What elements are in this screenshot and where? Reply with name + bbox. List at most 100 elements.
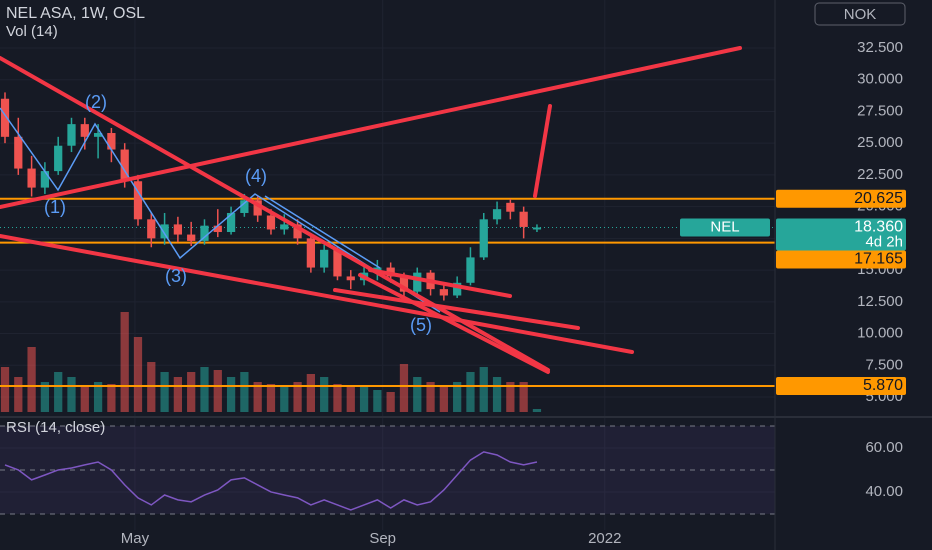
y-tick-label: 40.00 <box>865 483 903 500</box>
candle-body <box>54 145 63 172</box>
candle-body <box>479 219 488 258</box>
candle-body <box>107 133 116 150</box>
volume-title: Vol (14) <box>6 23 58 40</box>
chart-title: NEL ASA, 1W, OSL <box>6 5 145 22</box>
volume-bar <box>359 387 369 412</box>
candle-body <box>27 168 36 188</box>
level-label: 17.165 <box>854 251 903 268</box>
trend-line <box>368 268 512 298</box>
volume-bar <box>133 337 143 412</box>
candle-body <box>466 257 475 283</box>
wave-label: (1) <box>44 197 66 217</box>
wave-line <box>264 195 381 269</box>
level-label: 5.870 <box>863 377 903 394</box>
candle-body <box>133 181 143 220</box>
volume-bar <box>40 382 50 412</box>
wave-label: (5) <box>410 315 432 335</box>
drawings: (2) (1) (3) (4) (5) <box>0 46 742 374</box>
currency[interactable]: NOK <box>844 6 877 23</box>
candle-body <box>413 272 422 292</box>
volume-bar <box>426 382 435 412</box>
candle-body <box>399 276 409 292</box>
candle-body <box>253 200 262 216</box>
volume-bar <box>479 367 488 412</box>
candle-body <box>293 224 302 239</box>
candle-body <box>80 124 89 137</box>
last-price-box <box>776 218 906 251</box>
axis-layer: 5.0007.50010.00012.50015.00017.50020.000… <box>121 39 906 547</box>
volume-bar <box>54 372 63 412</box>
projection-line <box>533 104 552 198</box>
wave-path <box>0 107 441 313</box>
wave-label: (4) <box>245 166 267 186</box>
y-tick-label: 25.000 <box>857 134 903 151</box>
volume-bar <box>187 372 196 412</box>
volume-bar <box>373 390 382 412</box>
rsi-title: RSI (14, close) <box>6 419 105 436</box>
volume-bar <box>293 382 302 412</box>
volume-bar <box>266 384 276 412</box>
candle-body <box>439 289 448 296</box>
candle-body <box>532 227 542 230</box>
volume-bar <box>107 384 116 412</box>
candle-body <box>506 202 515 212</box>
volume-bar <box>413 377 422 412</box>
volume-bar <box>492 377 502 412</box>
symbol-label: NEL <box>710 218 739 235</box>
rsi-band <box>0 425 775 514</box>
y-tick-label: 32.500 <box>857 39 903 56</box>
candle-body <box>93 133 103 137</box>
candle-body <box>200 225 209 241</box>
candle-body <box>320 249 329 268</box>
volume-bar <box>93 382 103 412</box>
candle-body <box>333 249 342 277</box>
level-box <box>776 376 906 395</box>
candle-body <box>492 209 502 220</box>
volume-bar <box>532 409 542 412</box>
level-box <box>776 250 906 269</box>
grid <box>0 0 775 530</box>
volume-bar <box>466 372 475 412</box>
trend-line <box>358 273 550 374</box>
trend-line <box>0 46 742 209</box>
level-label: 20.625 <box>854 190 903 207</box>
candle-body <box>14 136 23 169</box>
last-price-label: 18.360 <box>854 219 903 236</box>
y-tick-label: 22.500 <box>857 166 903 183</box>
candle-body <box>160 224 169 239</box>
volume-bar <box>346 387 355 412</box>
currency-box[interactable] <box>814 2 906 26</box>
candle-body <box>266 215 276 230</box>
volume-bar <box>453 382 462 412</box>
y-tick-label: 7.500 <box>865 356 903 373</box>
wave-label: (2) <box>85 92 107 112</box>
volume-bar <box>27 347 36 412</box>
candle-body <box>67 124 76 146</box>
candle-body <box>306 238 315 268</box>
candle-body <box>187 234 196 241</box>
x-tick-label: 2022 <box>588 530 621 547</box>
candle-body <box>120 149 129 182</box>
volume-bar <box>506 382 515 412</box>
volume-bar <box>320 377 329 412</box>
candle-body <box>226 212 236 233</box>
candle-body <box>280 224 289 230</box>
y-tick-label: 10.000 <box>857 325 903 342</box>
trend-line <box>0 234 634 354</box>
level-box <box>776 189 906 208</box>
volume-bar <box>67 377 76 412</box>
volume-bar <box>80 387 89 412</box>
volume-bar <box>519 382 528 412</box>
candle-body <box>453 282 462 296</box>
trend-line <box>333 288 580 330</box>
candle-body <box>40 171 50 188</box>
volume-bar <box>280 387 289 412</box>
volume-bar <box>386 392 395 412</box>
wave-label: (3) <box>165 266 187 286</box>
x-tick-label: May <box>121 530 150 547</box>
volume-bar <box>200 367 209 412</box>
volume-bar <box>120 312 129 412</box>
